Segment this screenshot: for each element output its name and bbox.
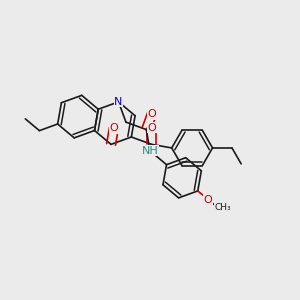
Text: O: O bbox=[110, 123, 118, 133]
Text: N: N bbox=[114, 97, 123, 107]
Text: NH: NH bbox=[142, 146, 158, 156]
Text: O: O bbox=[204, 195, 212, 205]
Text: CH₃: CH₃ bbox=[215, 203, 232, 212]
Text: O: O bbox=[147, 123, 156, 133]
Text: O: O bbox=[148, 109, 156, 119]
